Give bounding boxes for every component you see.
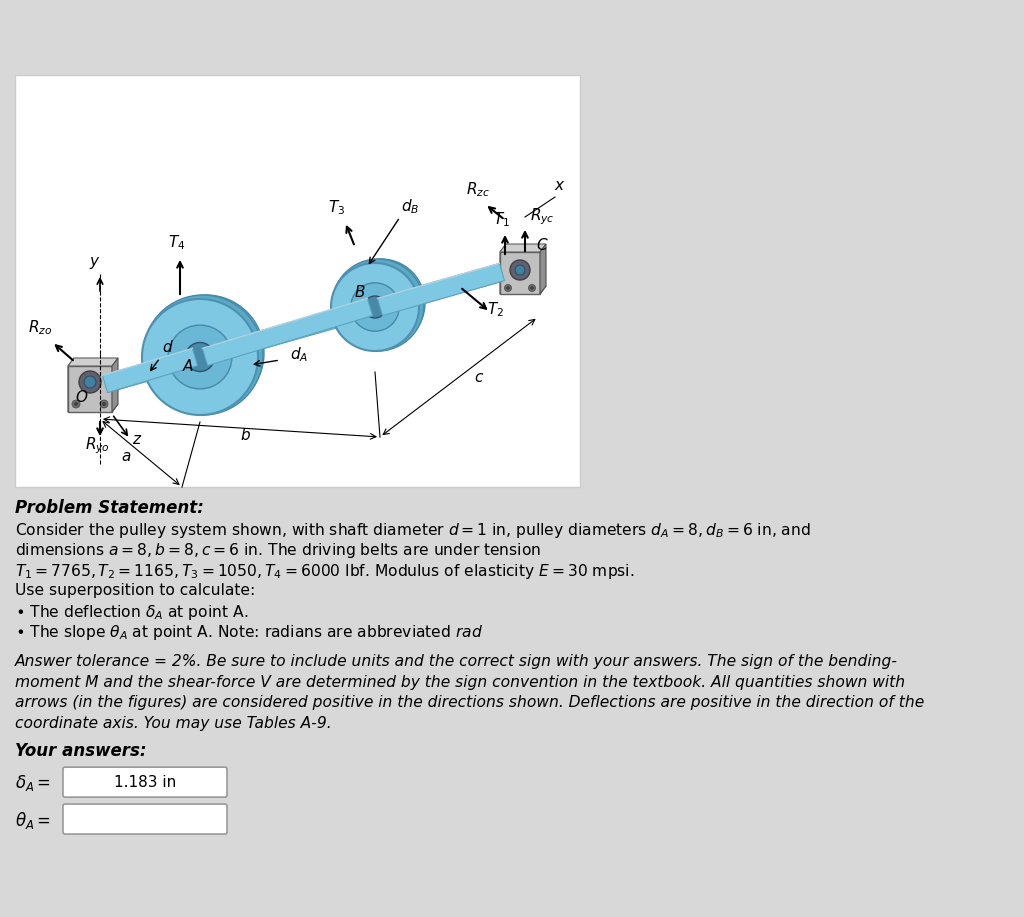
Text: $d$: $d$ — [162, 339, 174, 355]
Polygon shape — [112, 358, 118, 412]
Polygon shape — [500, 244, 506, 294]
Ellipse shape — [332, 259, 424, 351]
Circle shape — [100, 400, 108, 408]
Text: $b$: $b$ — [240, 427, 251, 443]
Text: coordinate axis. You may use Tables A-9.: coordinate axis. You may use Tables A-9. — [15, 716, 332, 731]
Text: $y$: $y$ — [89, 255, 100, 271]
Text: $T_4$: $T_4$ — [168, 233, 185, 251]
Text: $\bullet$ The deflection $\delta_A$ at point A.: $\bullet$ The deflection $\delta_A$ at p… — [15, 603, 248, 622]
Text: $d_B$: $d_B$ — [400, 197, 419, 215]
Ellipse shape — [148, 295, 264, 411]
Text: $T_1 = 7765, T_2 = 1165, T_3 = 1050, T_4 = 6000$ lbf. Modulus of elasticity $E =: $T_1 = 7765, T_2 = 1165, T_3 = 1050, T_4… — [15, 562, 635, 581]
FancyBboxPatch shape — [15, 75, 580, 487]
Text: $R_{zc}$: $R_{zc}$ — [466, 180, 489, 199]
Text: Problem Statement:: Problem Statement: — [15, 499, 204, 517]
Text: $x$: $x$ — [554, 178, 566, 193]
FancyBboxPatch shape — [63, 768, 227, 797]
Polygon shape — [68, 404, 118, 412]
Ellipse shape — [364, 296, 386, 318]
Text: $\bullet$ The slope $\theta_A$ at point A. Note: radians are abbreviated $rad$: $\bullet$ The slope $\theta_A$ at point … — [15, 624, 483, 643]
Text: $T_1$: $T_1$ — [494, 210, 511, 228]
Polygon shape — [500, 286, 546, 294]
Text: $R_{yo}$: $R_{yo}$ — [85, 435, 110, 456]
Text: $R_{zo}$: $R_{zo}$ — [28, 318, 52, 337]
Text: Use superposition to calculate:: Use superposition to calculate: — [15, 582, 255, 598]
Polygon shape — [68, 358, 74, 412]
Circle shape — [530, 286, 534, 290]
Text: $\theta_A =$: $\theta_A =$ — [15, 810, 51, 831]
Text: $d_A$: $d_A$ — [290, 345, 308, 364]
Ellipse shape — [185, 343, 214, 371]
Circle shape — [72, 400, 80, 408]
Text: $R_{yc}$: $R_{yc}$ — [530, 206, 555, 226]
Polygon shape — [102, 263, 505, 392]
Circle shape — [528, 284, 536, 292]
Circle shape — [84, 376, 96, 388]
Circle shape — [505, 284, 512, 292]
Ellipse shape — [331, 263, 419, 351]
Text: $z$: $z$ — [132, 432, 142, 447]
Text: $B$: $B$ — [354, 284, 366, 300]
Text: $C$: $C$ — [536, 237, 548, 253]
Text: $A$: $A$ — [182, 358, 195, 374]
Polygon shape — [68, 358, 118, 366]
Polygon shape — [378, 263, 505, 315]
Circle shape — [79, 371, 101, 393]
FancyBboxPatch shape — [63, 804, 227, 834]
Text: $a$: $a$ — [121, 449, 131, 464]
Text: $\delta_A =$: $\delta_A =$ — [15, 773, 51, 793]
Text: moment M and the shear-force V are determined by the sign convention in the text: moment M and the shear-force V are deter… — [15, 675, 905, 690]
Text: Your answers:: Your answers: — [15, 743, 146, 760]
Ellipse shape — [351, 282, 399, 331]
Circle shape — [506, 286, 510, 290]
Circle shape — [515, 265, 525, 275]
Ellipse shape — [168, 326, 231, 389]
Text: $O$: $O$ — [76, 389, 89, 405]
Polygon shape — [203, 298, 373, 366]
Text: arrows (in the figures) are considered positive in the directions shown. Deflect: arrows (in the figures) are considered p… — [15, 695, 925, 711]
Polygon shape — [68, 366, 112, 412]
Ellipse shape — [143, 295, 263, 415]
Text: dimensions $a = 8, b = 8, c = 6$ in. The driving belts are under tension: dimensions $a = 8, b = 8, c = 6$ in. The… — [15, 542, 542, 560]
Text: $T_3$: $T_3$ — [329, 198, 345, 216]
Text: Answer tolerance = 2%. Be sure to include units and the correct sign with your a: Answer tolerance = 2%. Be sure to includ… — [15, 654, 898, 669]
Text: Consider the pulley system shown, with shaft diameter $d = 1$ in, pulley diamete: Consider the pulley system shown, with s… — [15, 521, 811, 540]
Polygon shape — [500, 252, 540, 294]
Text: $c$: $c$ — [474, 370, 484, 385]
Polygon shape — [102, 348, 198, 392]
Polygon shape — [500, 244, 546, 252]
Ellipse shape — [142, 299, 258, 415]
Circle shape — [74, 402, 78, 406]
Circle shape — [510, 260, 530, 280]
Text: $T_2$: $T_2$ — [486, 300, 504, 319]
Text: 1.183 in: 1.183 in — [114, 775, 176, 790]
Polygon shape — [540, 244, 546, 294]
Ellipse shape — [337, 259, 425, 347]
Circle shape — [102, 402, 106, 406]
